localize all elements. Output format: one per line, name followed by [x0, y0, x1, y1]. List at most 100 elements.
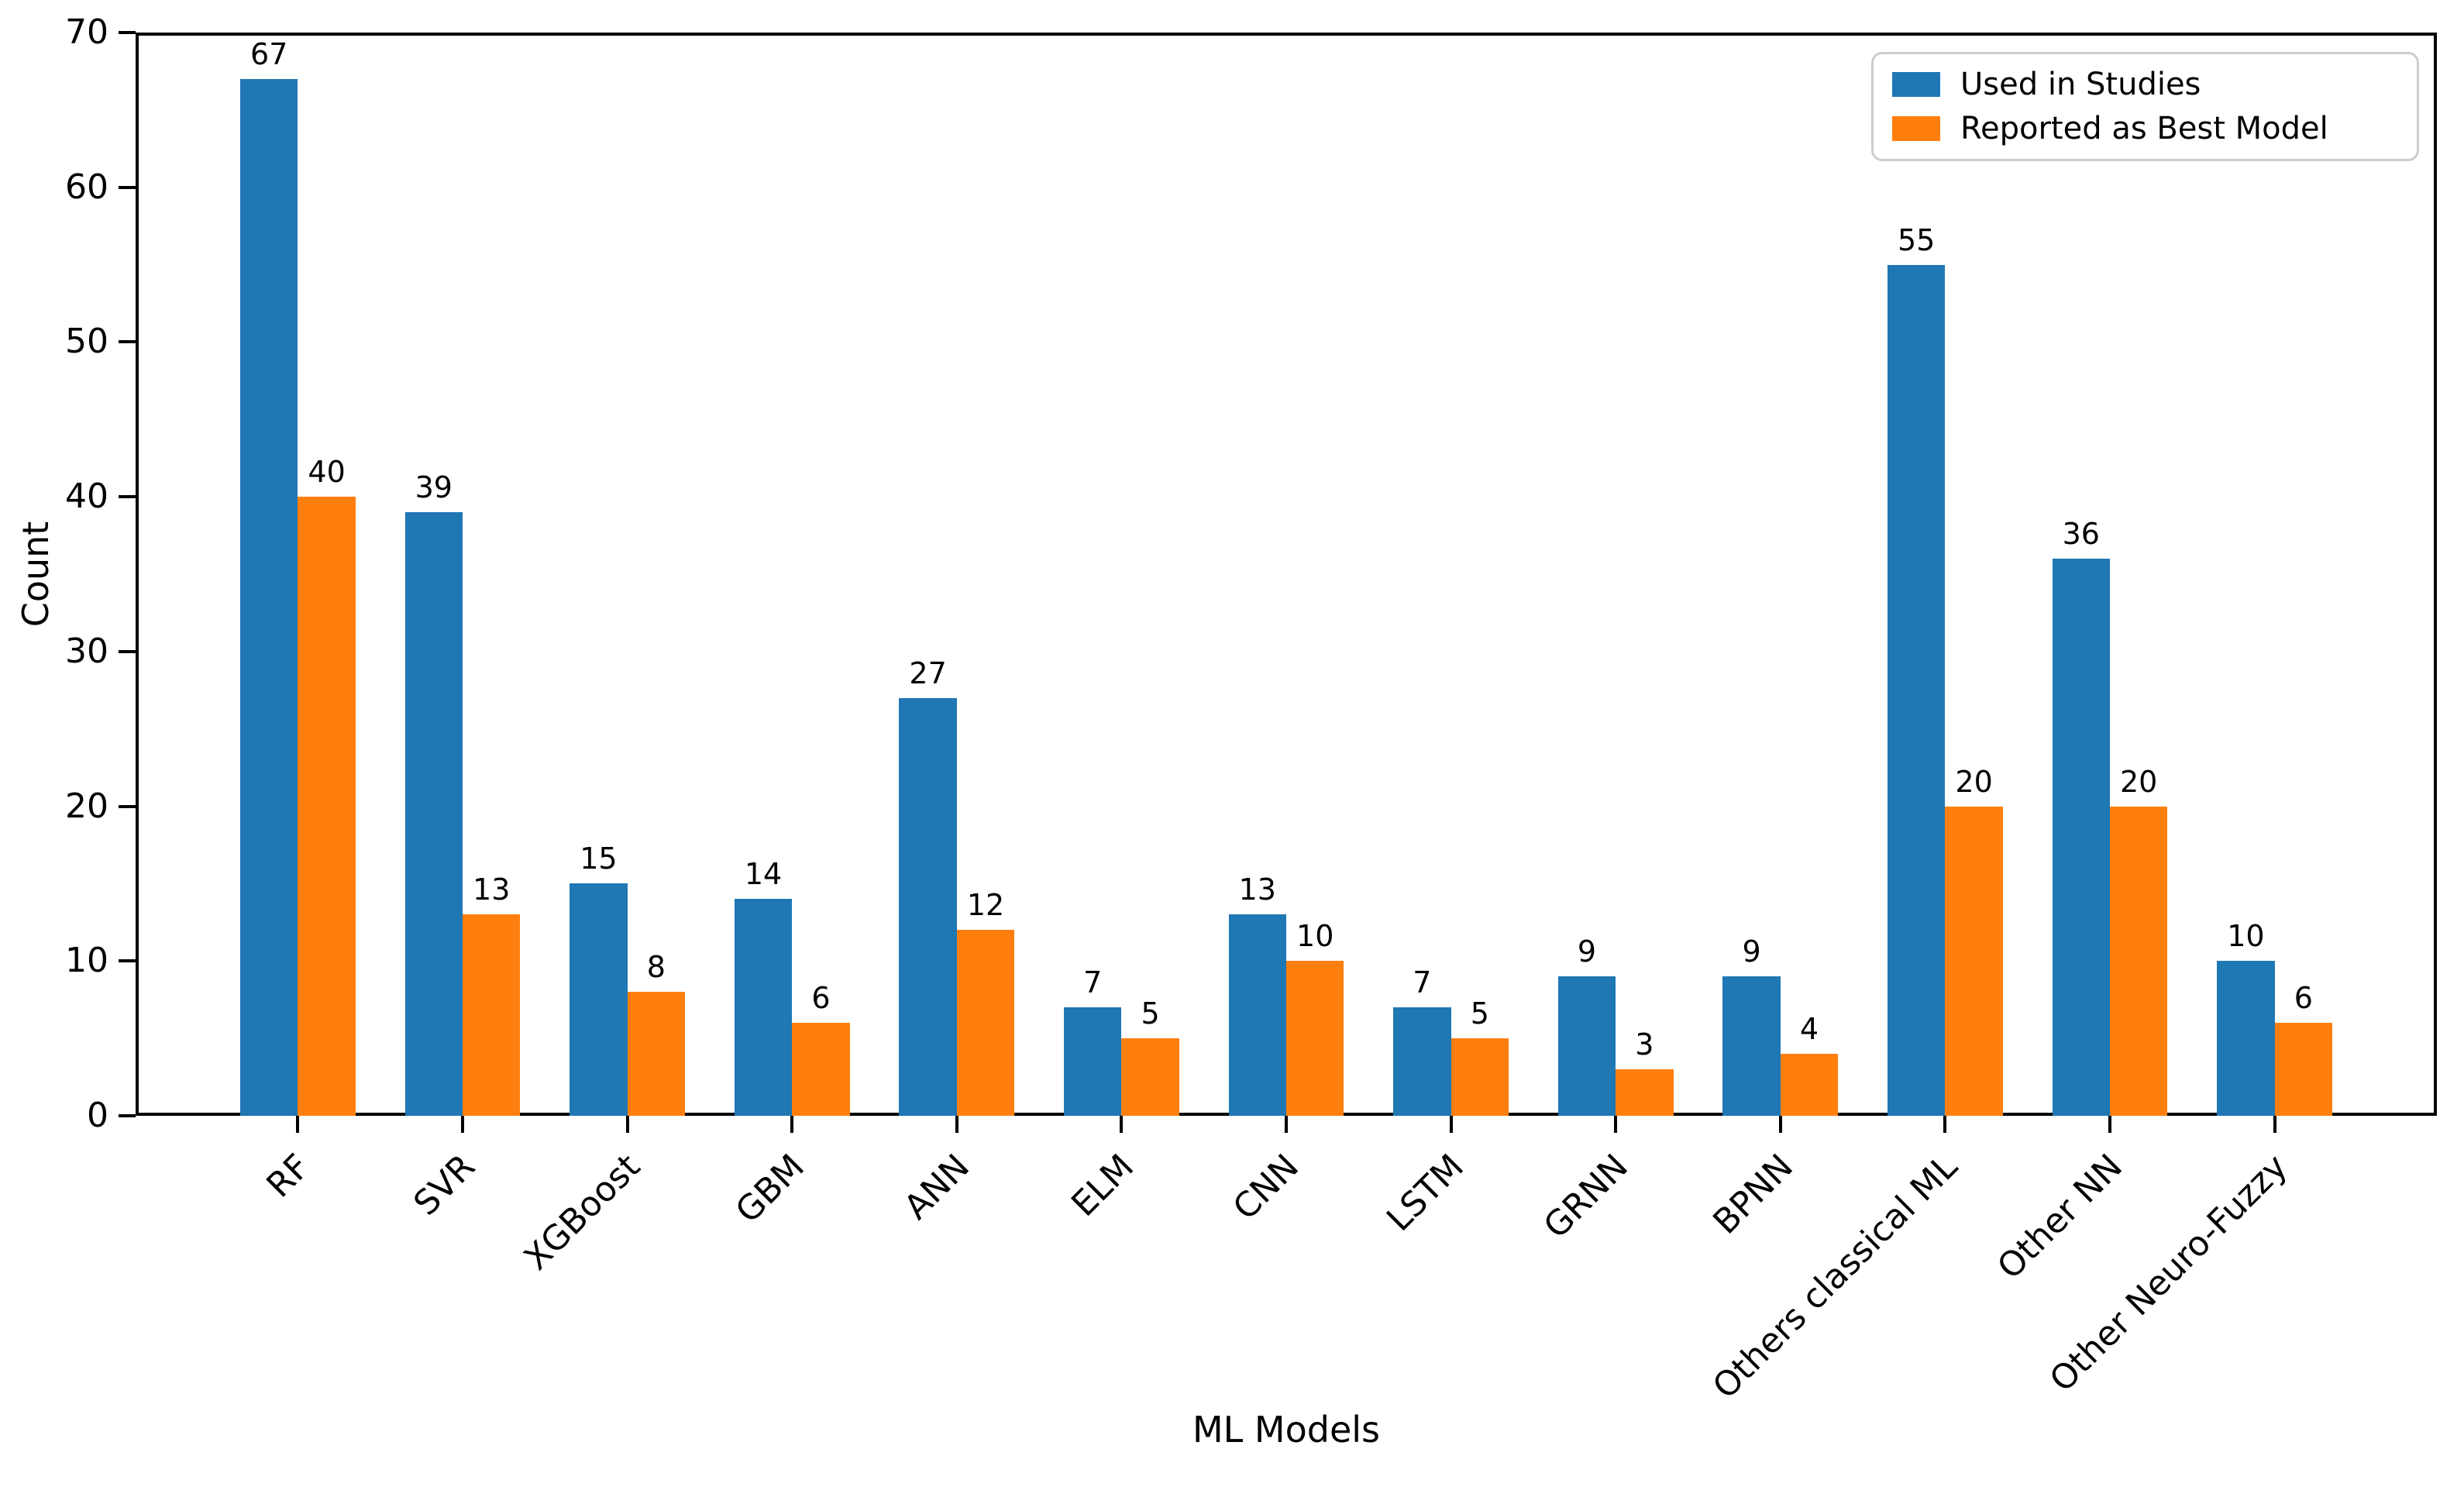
- y-tick-label: 40: [65, 477, 108, 517]
- bar-used-in-studies-bpnn: [1722, 976, 1781, 1116]
- y-tick-label: 50: [65, 322, 108, 362]
- bar-reported-as-best-model-other-neuro-fuzzy: [2274, 1023, 2332, 1116]
- x-tick-mark: [1120, 1116, 1124, 1133]
- bar-value-label: 15: [580, 841, 618, 876]
- y-axis-title: Count: [15, 521, 57, 628]
- x-axis-title: ML Models: [1192, 1409, 1381, 1451]
- bar-value-label: 10: [2227, 919, 2265, 954]
- bar-reported-as-best-model-lstm: [1451, 1038, 1509, 1116]
- y-tick-label: 0: [87, 1096, 108, 1135]
- bar-value-label: 9: [1577, 934, 1597, 969]
- bar-value-label: 5: [1470, 996, 1489, 1031]
- bar-reported-as-best-model-other-nn: [2109, 806, 2168, 1116]
- x-tick-mark: [1285, 1116, 1288, 1133]
- bar-value-label: 3: [1635, 1027, 1654, 1062]
- x-category-label-elm: ELM: [1064, 1147, 1142, 1224]
- bar-value-label: 6: [811, 981, 831, 1016]
- bar-used-in-studies-lstm: [1393, 1007, 1451, 1116]
- x-tick-mark: [625, 1116, 629, 1133]
- x-tick-mark: [1943, 1116, 1947, 1133]
- bar-value-label: 6: [2294, 981, 2313, 1016]
- x-category-label-bpnn: BPNN: [1705, 1147, 1801, 1242]
- x-tick-mark: [955, 1116, 958, 1133]
- y-tick-mark: [119, 959, 136, 963]
- bar-value-label: 27: [909, 656, 947, 690]
- bar-used-in-studies-grnn: [1557, 976, 1616, 1116]
- y-tick-mark: [119, 649, 136, 653]
- x-category-label-other-nn: Other NN: [1990, 1147, 2131, 1287]
- bar-reported-as-best-model-cnn: [1286, 961, 1344, 1116]
- x-category-label-gbm: GBM: [728, 1147, 813, 1231]
- bar-reported-as-best-model-gbm: [792, 1023, 850, 1116]
- bar-value-label: 55: [1898, 222, 1936, 257]
- bar-value-label: 8: [646, 950, 666, 985]
- y-tick-mark: [119, 1114, 136, 1117]
- bar-used-in-studies-elm: [1063, 1007, 1122, 1116]
- x-tick-mark: [2273, 1116, 2276, 1133]
- y-tick-label: 60: [65, 167, 108, 207]
- bar-value-label: 7: [1083, 965, 1103, 1000]
- y-tick-label: 20: [65, 786, 108, 826]
- bar-reported-as-best-model-ann: [956, 930, 1015, 1116]
- bar-value-label: 4: [1799, 1012, 1819, 1047]
- x-tick-mark: [2108, 1116, 2111, 1133]
- bar-reported-as-best-model-xgboost: [627, 992, 685, 1116]
- x-tick-mark: [1778, 1116, 1782, 1133]
- legend-swatch-icon: [1892, 72, 1940, 98]
- bar-reported-as-best-model-bpnn: [1780, 1054, 1839, 1116]
- x-tick-mark: [461, 1116, 464, 1133]
- bar-value-label: 10: [1296, 919, 1334, 954]
- x-category-label-others-classical-ml: Others classical ML: [1705, 1147, 1966, 1407]
- x-category-label-xgboost: XGBoost: [516, 1147, 648, 1279]
- bar-chart-figure: Count ML Models Used in Studies Reported …: [15, 12, 2437, 1451]
- bar-value-label: 40: [308, 455, 346, 490]
- bar-value-label: 20: [1955, 764, 1993, 799]
- x-tick-mark: [1449, 1116, 1453, 1133]
- bar-value-label: 36: [2062, 517, 2100, 552]
- y-tick-mark: [119, 804, 136, 808]
- y-tick-mark: [119, 185, 136, 189]
- bar-used-in-studies-others-classical-ml: [1887, 264, 1946, 1116]
- y-tick-mark: [119, 340, 136, 344]
- bar-value-label: 7: [1413, 965, 1432, 1000]
- x-tick-mark: [1614, 1116, 1618, 1133]
- bar-used-in-studies-xgboost: [570, 883, 628, 1116]
- bar-value-label: 12: [966, 888, 1005, 923]
- legend: Used in Studies Reported as Best Model: [1871, 52, 2419, 161]
- legend-swatch-icon: [1892, 115, 1940, 141]
- bar-value-label: 9: [1742, 934, 1761, 969]
- bar-used-in-studies-gbm: [734, 899, 793, 1116]
- bar-used-in-studies-other-nn: [2052, 559, 2110, 1116]
- legend-label: Reported as Best Model: [1960, 110, 2328, 146]
- x-category-label-other-neuro-fuzzy: Other Neuro-Fuzzy: [2042, 1147, 2295, 1400]
- bar-value-label: 67: [250, 36, 288, 71]
- bar-used-in-studies-ann: [899, 697, 957, 1116]
- x-tick-mark: [790, 1116, 794, 1133]
- bar-used-in-studies-rf: [240, 78, 298, 1116]
- bar-used-in-studies-svr: [404, 512, 463, 1116]
- x-tick-mark: [296, 1116, 300, 1133]
- bar-value-label: 5: [1141, 996, 1160, 1031]
- y-tick-label: 70: [65, 12, 108, 52]
- bar-value-label: 14: [744, 857, 783, 892]
- bar-reported-as-best-model-rf: [298, 497, 356, 1116]
- legend-item-reported-as-best-model: Reported as Best Model: [1892, 111, 2398, 146]
- bar-used-in-studies-cnn: [1228, 914, 1286, 1116]
- bar-used-in-studies-other-neuro-fuzzy: [2217, 961, 2275, 1116]
- x-category-label-grnn: GRNN: [1536, 1147, 1636, 1247]
- legend-label: Used in Studies: [1960, 67, 2201, 103]
- y-tick-label: 30: [65, 631, 108, 671]
- bar-reported-as-best-model-grnn: [1616, 1069, 1674, 1116]
- bar-reported-as-best-model-svr: [463, 914, 521, 1116]
- bar-reported-as-best-model-others-classical-ml: [1945, 806, 2003, 1116]
- bar-value-label: 39: [415, 470, 453, 505]
- x-category-label-svr: SVR: [406, 1147, 484, 1224]
- y-tick-mark: [119, 495, 136, 499]
- bar-value-label: 20: [2120, 764, 2158, 799]
- x-category-label-ann: ANN: [896, 1147, 977, 1227]
- bar-value-label: 13: [1238, 872, 1276, 907]
- bar-value-label: 13: [473, 872, 511, 907]
- bar-reported-as-best-model-elm: [1121, 1038, 1179, 1116]
- y-tick-mark: [119, 31, 136, 34]
- legend-item-used-in-studies: Used in Studies: [1892, 67, 2398, 102]
